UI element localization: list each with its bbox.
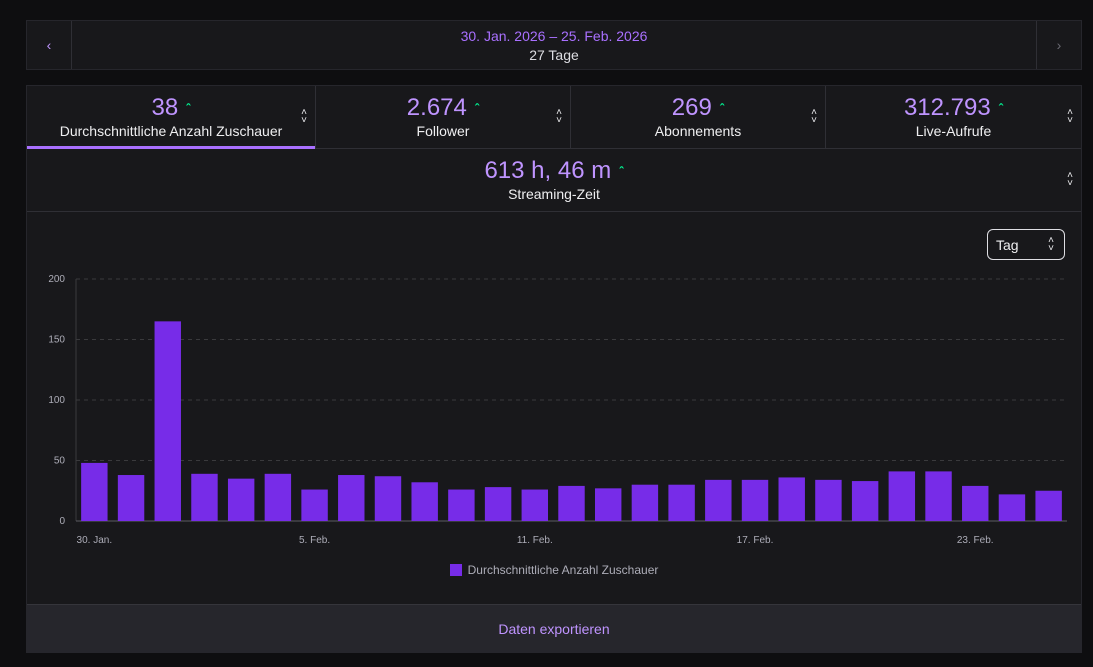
trend-up-icon: ˆ [186, 100, 191, 116]
stat-tab-streaming-time[interactable]: 613 h, 46 m ˆ Streaming-Zeit ˄ ˅ [27, 149, 1081, 212]
stat-tab-subscriptions[interactable]: 269 ˆ Abonnements ˄ ˅ [571, 86, 826, 148]
y-tick-label: 100 [48, 395, 65, 406]
stat-value: 269 [671, 94, 712, 121]
sort-icon: ˄ ˅ [1067, 170, 1073, 189]
date-range-text: 30. Jan. 2026 – 25. Feb. 2026 [460, 27, 648, 44]
x-tick-label: 30. Jan. [77, 535, 113, 546]
stat-label: Durchschnittliche Anzahl Zuschauer [59, 123, 283, 139]
sort-icon: ˄ ˅ [556, 107, 562, 126]
y-tick-label: 150 [48, 335, 65, 346]
granularity-select[interactable]: Tag ˄ ˅ [987, 229, 1065, 260]
stat-value: 38 [151, 94, 179, 121]
sort-icon: ˄ ˅ [301, 107, 307, 126]
stats-panel: 38 ˆ Durchschnittliche Anzahl Zuschauer … [26, 85, 1082, 653]
stat-value: 312.793 [903, 94, 991, 121]
bar[interactable]: 30. Jan.: 48 [81, 462, 108, 521]
bar[interactable]: 8. Feb.: 32 [411, 482, 438, 521]
trend-up-icon: ˆ [719, 100, 725, 116]
x-tick-label: 23. Feb. [957, 535, 994, 546]
x-tick-label: 17. Feb. [737, 535, 774, 546]
bar[interactable]: 13. Feb.: 27 [594, 488, 622, 521]
bar[interactable]: 21. Feb.: 41 [888, 471, 916, 521]
bar[interactable]: 23. Feb.: 29 [962, 485, 989, 521]
stat-value: 613 h, 46 m [484, 157, 612, 184]
y-tick-label: 0 [59, 516, 65, 527]
bar[interactable]: 14. Feb.: 30 [631, 484, 659, 521]
next-period-button[interactable]: › [1036, 21, 1081, 69]
bar[interactable]: 9. Feb.: 26 [448, 489, 475, 521]
bar[interactable]: 6. Feb.: 38 [338, 475, 365, 521]
export-label: Daten exportieren [498, 620, 610, 637]
bar[interactable]: 12. Feb.: 29 [558, 485, 585, 521]
chevron-updown-icon: ˄ ˅ [1048, 234, 1054, 254]
chevron-left-icon: ‹ [46, 37, 52, 53]
x-tick-label: 11. Feb. [517, 535, 553, 546]
date-range-display: 30. Jan. 2026 – 25. Feb. 2026 27 Tage [72, 21, 1036, 69]
day-count: 27 Tage [529, 46, 579, 63]
stat-tab-live-views[interactable]: 312.793 ˆ Live-Aufrufe ˄ ˅ [826, 86, 1081, 148]
export-data-button[interactable]: Daten exportieren [27, 604, 1081, 652]
bar-chart: 0 50 100 150 200 30. Jan.: 48 31. Jan.: 38 1. … [48, 274, 1067, 546]
stat-label: Follower [416, 123, 470, 139]
chart-area: Tag ˄˅ 0 50 100 150 200 30. Jan.: 48 31. Jan.… [27, 212, 1081, 604]
bar[interactable]: 24. Feb.: 22 [998, 494, 1026, 521]
trend-up-icon: ˆ [474, 100, 480, 116]
trend-up-icon: ˆ [998, 100, 1004, 116]
y-tick-label: 50 [54, 456, 66, 467]
stat-value: 2.674 [406, 94, 467, 121]
legend-swatch [449, 564, 462, 576]
stat-label: Streaming-Zeit [508, 186, 600, 202]
bar[interactable]: 4. Feb.: 39 [264, 473, 292, 521]
x-tick-label: 5. Feb. [299, 535, 330, 546]
stat-label: Abonnements [654, 123, 742, 139]
bar[interactable]: 17. Feb.: 34 [741, 479, 769, 521]
trend-up-icon: ˆ [619, 163, 624, 179]
bar[interactable]: 2. Feb.: 39 [191, 473, 218, 521]
bar[interactable]: 19. Feb.: 34 [815, 479, 842, 521]
y-tick-label: 200 [48, 274, 65, 285]
stat-tab-average-viewers[interactable]: 38 ˆ Durchschnittliche Anzahl Zuschauer … [27, 86, 316, 149]
sort-icon: ˄ ˅ [1067, 107, 1073, 126]
bar[interactable]: 25. Feb.: 25 [1035, 490, 1062, 521]
bar[interactable]: 1. Feb.: 165 [154, 321, 181, 521]
bar[interactable]: 10. Feb.: 28 [484, 487, 512, 521]
bar[interactable]: 16. Feb.: 34 [705, 479, 732, 521]
bar[interactable]: 5. Feb.: 26 [301, 489, 328, 521]
bar[interactable]: 15. Feb.: 30 [668, 484, 695, 521]
bar[interactable]: 31. Jan.: 38 [117, 475, 145, 521]
sort-icon: ˄ ˅ [811, 107, 817, 126]
granularity-value: Tag [996, 236, 1019, 253]
bar[interactable]: 11. Feb.: 26 [521, 489, 549, 521]
previous-period-button[interactable]: ‹ [27, 21, 72, 69]
legend-label: Durchschnittliche Anzahl Zuschauer [467, 563, 659, 577]
stat-tabs: 38 ˆ Durchschnittliche Anzahl Zuschauer … [27, 86, 1081, 149]
bar[interactable]: 18. Feb.: 36 [778, 477, 805, 521]
stat-label: Live-Aufrufe [915, 123, 992, 139]
bar[interactable]: 3. Feb.: 35 [227, 478, 255, 521]
chevron-right-icon: › [1056, 37, 1062, 53]
stat-tab-followers[interactable]: 2.674 ˆ Follower ˄ ˅ [316, 86, 571, 148]
date-range-navigator: ‹ 30. Jan. 2026 – 25. Feb. 2026 27 Tage … [26, 20, 1082, 70]
bar[interactable]: 20. Feb.: 33 [851, 481, 879, 521]
bar[interactable]: 7. Feb.: 37 [374, 476, 402, 521]
bar[interactable]: 22. Feb.: 41 [925, 471, 952, 521]
chart-legend[interactable]: Durchschnittliche Anzahl Zuschauer [27, 563, 1081, 577]
